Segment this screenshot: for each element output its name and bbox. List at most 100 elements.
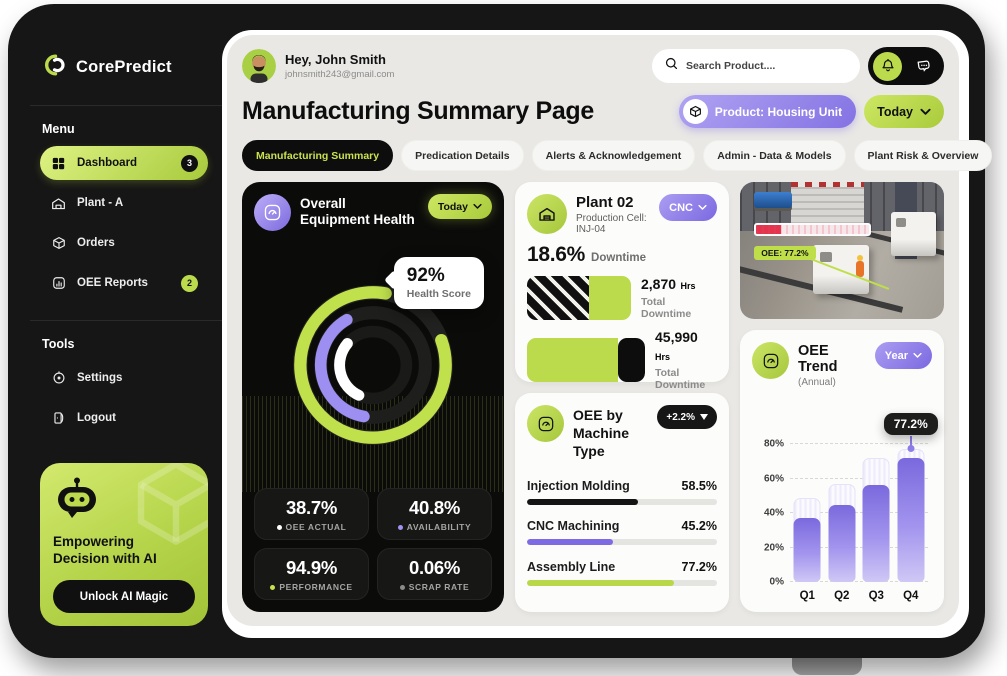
trend-period-dropdown[interactable]: Year [874,342,932,369]
machine-rows: Injection Molding 58.5% CNC Machining 45.2%… [527,465,717,600]
oee-trend-chart: 0% 20% 40% 60% 80% Q1 Q2 Q3 Q4 77.2% [764,413,938,602]
downtime-bar [527,276,631,320]
gauge-icon [254,194,291,231]
downtime-bar-text: 2,870 Hrs Total Downtime [641,276,717,320]
machine-label: Assembly Line [527,559,616,574]
factory-icon [50,195,67,212]
oee-machine-card: OEE by Machine Type +2.2% Injection Mold… [515,393,729,612]
sidebar-item-orders[interactable]: Orders [40,226,208,260]
delta-dropdown[interactable]: +2.2% [657,405,717,429]
trend-bar-q1 [793,497,821,582]
progress-track [527,579,717,586]
trend-bar-solid [828,504,856,582]
date-filter-dropdown[interactable]: Today [864,95,944,128]
stat-tile-performance: 94.9% PERFORMANCE [254,548,369,600]
machine-value: 45.2% [681,519,717,534]
bar-unit: Hrs [655,352,671,362]
y-axis-label: 80% [763,438,784,450]
box-icon [50,235,67,252]
oee-health-header: Overall Equipment Health Today [254,194,492,231]
sidebar-item-oee-reports[interactable]: OEE Reports 2 [40,266,208,300]
trend-subtitle: (Annual) [798,377,836,388]
greeting-text: Hey, John Smith [285,52,386,67]
notification-pill [868,47,944,85]
logo: CorePredict [40,42,208,99]
factory-image: OEE: 77.2% [740,182,944,319]
product-filter-chip[interactable]: Product: Housing Unit [678,95,857,128]
chevron-down-icon [920,105,931,119]
avatar[interactable] [242,49,276,83]
middle-column: Plant 02 Production Cell: INJ-04 CNC [515,182,729,612]
sidebar-item-dashboard[interactable]: Dashboard 3 [40,146,208,180]
stat-value: 0.06% [409,557,460,578]
divider [30,105,222,106]
factory-door [791,182,865,228]
logo-text: CorePredict [76,58,172,76]
header-row: Hey, John Smith johnsmith243@gmail.com [242,47,944,85]
tab-plant-risk-overview[interactable]: Plant Risk & Overview [853,140,993,171]
cards-grid: Overall Equipment Health Today [242,182,944,612]
x-axis-label: Q4 [903,590,919,602]
progress-fill [527,498,639,505]
main-panel: Hey, John Smith johnsmith243@gmail.com [227,35,993,626]
tab-alerts-acknowledgement[interactable]: Alerts & Acknowledgement [531,140,696,171]
tab-predication-details[interactable]: Predication Details [401,140,524,171]
notification-badge: 3 [181,154,198,172]
plant-selector-dropdown[interactable]: CNC [659,194,717,221]
trend-bar-q4 [897,449,925,582]
progress-track [527,498,717,505]
cube-watermark-icon [130,463,208,554]
machine-label: Injection Molding [527,478,630,493]
sidebar-item-label: Logout [77,412,116,424]
period-label: Today [437,200,468,213]
health-score-value: 92% [406,265,445,286]
chat-icon[interactable] [909,51,939,81]
stat-label: AVAILABILITY [382,522,487,532]
trend-bar-q2 [828,483,856,582]
oee-trend-card: OEE Trend (Annual) Year 0% 20% 40% 60% 80% Q1… [740,330,944,612]
tools-section-label: Tools [42,337,75,351]
sidebar-item-label: Settings [77,372,123,384]
sidebar-item-label: OEE Reports [77,277,148,289]
progress-fill [527,579,674,586]
search-input[interactable] [686,60,848,72]
tab-admin-data-models[interactable]: Admin - Data & Models [703,140,846,171]
downtime-value: 18.6% [527,243,586,266]
downtime-bars: 2,870 Hrs Total Downtime 45,990 Hrs Total D… [527,276,717,391]
x-axis-label: Q3 [868,590,884,602]
downtime-stat: 18.6% Downtime [527,243,717,267]
oee-health-period-dropdown[interactable]: Today [427,194,492,219]
health-donut-chart: 92% Health Score [242,231,504,492]
downtime-bar-row: 2,870 Hrs Total Downtime [527,276,717,320]
trend-bar-solid [862,484,890,582]
bar-label: Total Downtime [641,296,692,320]
trend-tooltip: 77.2% [883,413,938,436]
sidebar-item-settings[interactable]: Settings [40,361,208,395]
machine-card-title-1: OEE by [573,407,623,423]
oee-health-title: Overall Equipment Health [300,196,415,228]
tab-manufacturing-summary[interactable]: Manufacturing Summary [242,140,394,171]
downtime-bar-text: 45,990 Hrs Total Downtime [655,329,717,391]
page-title: Manufacturing Summary Page [242,97,595,125]
ai-card-title: Empowering Decision with AI [53,534,157,567]
stat-tile-availability: 40.8% AVAILABILITY [377,488,492,540]
tooltip-stem [909,436,912,450]
product-chip-label: Product: Housing Unit [714,104,843,119]
gridline [790,512,928,514]
logout-icon [50,410,67,427]
ai-promo-card: Empowering Decision with AI Unlock AI Ma… [40,463,208,626]
grid-icon [50,155,67,172]
sidebar-item-plant-a[interactable]: Plant - A [40,186,208,220]
bell-icon[interactable] [873,51,902,81]
gear-icon [50,370,67,387]
sidebar-item-label: Dashboard [77,157,138,169]
sidebar-item-logout[interactable]: Logout [40,401,208,435]
plant-title: Plant 02 [576,194,634,211]
stat-tile-scrap-rate: 0.06% SCRAP RATE [377,548,492,600]
progress-track [527,539,717,546]
stat-tile-oee-actual: 38.7% OEE ACTUAL [254,488,369,540]
machine-row-injection-molding: Injection Molding 58.5% [527,479,717,505]
unlock-ai-magic-button[interactable]: Unlock AI Magic [53,580,195,613]
search-bar [652,49,860,83]
notification-badge: 2 [181,274,198,292]
